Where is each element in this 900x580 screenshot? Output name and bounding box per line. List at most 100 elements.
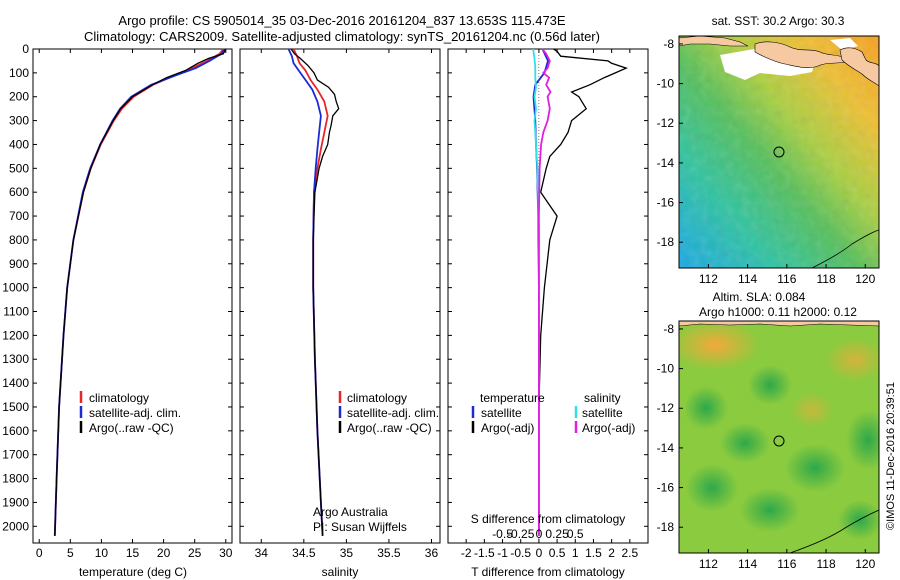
x-tick-label: 30 <box>219 546 233 560</box>
series-line-s-argo-adj- <box>538 48 552 536</box>
legend-label-argo: Argo(..raw -QC) <box>347 421 432 435</box>
x-tick-label: -2 <box>461 546 472 560</box>
map-x-tick-label: 114 <box>738 272 757 286</box>
y-tick-label: 1600 <box>2 424 29 438</box>
y-tick-label: 0 <box>22 42 29 56</box>
sla-anomaly-cool <box>838 500 879 540</box>
legend-label-t-argo: Argo(-adj) <box>481 421 534 435</box>
s-tick-label: 0 <box>536 527 543 541</box>
sla-coastline-australia <box>789 509 879 553</box>
sst-cloud-mask <box>720 48 815 80</box>
y-tick-label: 1400 <box>2 376 29 390</box>
x-tick-label: 15 <box>126 546 140 560</box>
sst-map-frame <box>678 35 880 269</box>
map-x-tick-label: 118 <box>816 272 835 286</box>
x-tick-label: -1 <box>497 546 508 560</box>
salinity-annotation-pi: PI: Susan Wijffels <box>313 520 407 534</box>
x-tick-label: -0.5 <box>510 546 531 560</box>
map-y-tick-label: -12 <box>657 116 675 130</box>
y-tick-label: 1100 <box>3 305 29 319</box>
y-tick-label: 400 <box>9 137 29 151</box>
legend-label-t-satellite: satellite <box>481 406 522 420</box>
s-tick-label: -0.25 <box>507 527 535 541</box>
salinity-xlabel: salinity <box>322 565 359 579</box>
x-tick-label: -1.5 <box>474 546 495 560</box>
map-y-tick-label: -14 <box>657 441 675 455</box>
figure-title-line1: Argo profile: CS 5905014_35 03-Dec-2016 … <box>118 13 565 28</box>
sla-map-title-line1: Altim. SLA: 0.084 <box>713 290 806 304</box>
x-tick-label: 35.5 <box>377 546 401 560</box>
salinity-annotation-institution: Argo Australia <box>313 505 388 519</box>
difference-legend-salinity: salinity satellite Argo(-adj) <box>574 391 635 435</box>
temperature-xlabel: temperature (deg C) <box>79 565 187 579</box>
legend-title-salinity: salinity <box>584 391 621 405</box>
x-tick-label: 35 <box>340 546 354 560</box>
map-y-tick-label: -10 <box>657 77 675 91</box>
map-y-tick-label: -10 <box>657 362 675 376</box>
sla-map-frame <box>678 320 880 554</box>
salinity-legend: climatology satellite-adj. clim. Argo(..… <box>338 391 439 435</box>
figure-title-line2: Climatology: CARS2009. Satellite-adjuste… <box>84 29 600 44</box>
map-y-tick-label: -8 <box>663 37 674 51</box>
y-tick-label: 1900 <box>2 495 29 509</box>
y-tick-label: 1300 <box>2 352 29 366</box>
y-tick-label: 700 <box>9 209 29 223</box>
sst-cloud-mask-2 <box>830 38 858 50</box>
map-x-tick-label: 112 <box>699 272 718 286</box>
sla-anomaly-warm <box>679 321 760 370</box>
map-x-tick-label: 114 <box>738 557 757 571</box>
map-x-tick-label: 118 <box>816 557 835 571</box>
difference-axes-frame <box>447 48 649 544</box>
sla-anomaly-cool <box>686 464 738 512</box>
series-line-t-satellite <box>532 48 549 536</box>
credit-timestamp: ©IMOS 11-Dec-2016 20:39:51 <box>885 382 897 530</box>
s-tick-label: 0.25 <box>545 527 569 541</box>
legend-label-climatology: climatology <box>347 391 407 405</box>
series-line-argo-raw-qc- <box>54 48 227 536</box>
legend-label-argo: Argo(..raw -QC) <box>89 421 174 435</box>
sst-land-coast-top <box>679 36 749 47</box>
y-tick-label: 600 <box>9 185 29 199</box>
sla-map: Altim. SLA: 0.084 Argo h1000: 0.11 h2000… <box>657 290 880 571</box>
x-tick-label: 2 <box>608 546 615 560</box>
difference-xlabel-top: S difference from climatology <box>471 512 626 526</box>
x-tick-label: 5 <box>67 546 74 560</box>
map-x-tick-label: 112 <box>699 557 718 571</box>
y-tick-label: 1700 <box>2 448 29 462</box>
series-line-satellite-adj-clim- <box>287 48 324 536</box>
sla-anomaly-cool <box>720 423 770 463</box>
x-tick-label: 34 <box>255 546 269 560</box>
legend-title-temperature: temperature <box>480 391 545 405</box>
x-tick-label: 0.5 <box>549 546 566 560</box>
y-tick-label: 1000 <box>2 281 29 295</box>
series-line-satellite-adj-clim- <box>53 48 226 536</box>
map-x-tick-label: 120 <box>855 557 875 571</box>
s-tick-label: 0.5 <box>567 527 584 541</box>
sla-anomaly-cool <box>785 444 845 492</box>
x-tick-label: 25 <box>188 546 202 560</box>
sla-anomaly-cool <box>748 365 792 405</box>
map-y-tick-label: -8 <box>663 322 674 336</box>
sla-land-coast-top <box>679 321 879 327</box>
y-tick-label: 1200 <box>2 328 29 342</box>
x-tick-label: 10 <box>95 546 109 560</box>
x-tick-label: 36 <box>425 546 439 560</box>
sst-argo-location-marker <box>773 146 785 158</box>
y-tick-label: 100 <box>9 66 29 80</box>
x-tick-label: 0 <box>36 546 43 560</box>
sst-map: sat. SST: 30.2 Argo: 30.3 112 114 116 118 12… <box>657 14 880 286</box>
sst-coastline-australia <box>811 229 879 268</box>
map-y-tick-label: -18 <box>657 235 675 249</box>
map-y-tick-label: -12 <box>657 401 675 415</box>
x-tick-label: 1.5 <box>585 546 602 560</box>
y-tick-label: 900 <box>9 257 29 271</box>
y-tick-label: 500 <box>9 161 29 175</box>
temperature-legend: climatology satellite-adj. clim. Argo(..… <box>79 391 181 435</box>
legend-label-s-argo: Argo(-adj) <box>582 421 635 435</box>
legend-label-climatology: climatology <box>89 391 149 405</box>
salinity-panel: 34 34.5 35 35.5 36 salinity climatology sate… <box>239 48 441 579</box>
sla-anomaly-warm <box>790 392 834 428</box>
legend-label-satellite: satellite-adj. clim. <box>89 406 181 420</box>
sla-anomaly-cool <box>684 386 728 430</box>
